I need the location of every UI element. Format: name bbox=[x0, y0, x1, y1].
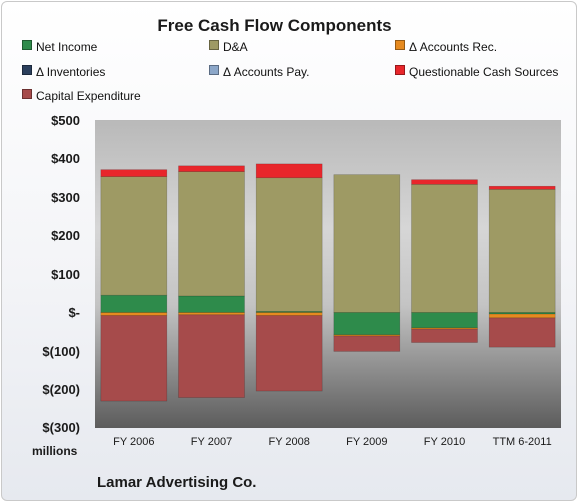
bar-segment bbox=[100, 315, 168, 402]
x-axis-labels: FY 2006 FY 2007 FY 2008 FY 2009 FY 2010 TTM 6… bbox=[113, 436, 552, 448]
bar-segment bbox=[178, 165, 245, 172]
bar-segment bbox=[100, 176, 168, 296]
legend-label: Δ Inventories bbox=[36, 65, 106, 79]
y-tick-label: $100 bbox=[51, 267, 80, 282]
legend-swatch bbox=[22, 89, 32, 99]
bar-segment bbox=[255, 315, 323, 392]
legend-item-questionable-cash: Questionable Cash Sources bbox=[395, 65, 558, 79]
legend-label: Capital Expenditure bbox=[36, 89, 141, 103]
legend-label: D&A bbox=[223, 40, 248, 54]
y-tick-label: $- bbox=[68, 305, 80, 320]
legend-item-accounts-rec: Δ Accounts Rec. bbox=[395, 40, 497, 54]
legend-label: Δ Accounts Pay. bbox=[223, 65, 310, 79]
bar-segment bbox=[488, 185, 556, 190]
y-tick-label: $500 bbox=[51, 113, 80, 128]
x-tick-label: TTM 6-2011 bbox=[493, 436, 552, 448]
legend-label: Questionable Cash Sources bbox=[409, 65, 559, 79]
bar-segment bbox=[100, 169, 168, 177]
legend-item-net-income: Net Income bbox=[22, 40, 97, 54]
bar-segment bbox=[255, 177, 323, 312]
bar-segment bbox=[255, 312, 323, 316]
bar-segment bbox=[333, 335, 401, 352]
bar-segment bbox=[333, 312, 401, 336]
legend-item-accounts-pay: Δ Accounts Pay. bbox=[209, 65, 310, 79]
legend-item-capex: Capital Expenditure bbox=[22, 89, 141, 103]
bar-segment bbox=[488, 317, 556, 348]
y-tick-label: $200 bbox=[51, 228, 80, 243]
legend-label: Δ Accounts Rec. bbox=[409, 40, 498, 54]
legend-swatch bbox=[22, 65, 32, 75]
legend-item-inventories: Δ Inventories bbox=[22, 65, 105, 79]
legend-swatch bbox=[22, 40, 32, 50]
x-tick-label: FY 2009 bbox=[346, 436, 387, 448]
x-tick-label: FY 2007 bbox=[191, 436, 232, 448]
bar-segment bbox=[100, 294, 168, 313]
company-name: Lamar Advertising Co. bbox=[97, 474, 257, 491]
legend-item-da: D&A bbox=[209, 40, 248, 54]
y-tick-label: $300 bbox=[51, 190, 80, 205]
legend-label: Net Income bbox=[36, 40, 98, 54]
bar-segment bbox=[411, 179, 478, 185]
bars-group bbox=[100, 163, 556, 402]
x-tick-label: FY 2008 bbox=[268, 436, 309, 448]
bar-segment bbox=[411, 183, 478, 313]
legend-swatch bbox=[209, 40, 219, 50]
plot-background bbox=[95, 120, 561, 428]
bar-segment bbox=[100, 312, 168, 316]
bar-segment bbox=[178, 295, 245, 313]
bar-segment bbox=[178, 171, 245, 297]
y-tick-label: $(300) bbox=[42, 420, 80, 435]
bar-segment bbox=[488, 189, 556, 313]
x-tick-label: FY 2010 bbox=[424, 436, 465, 448]
bar-segment bbox=[333, 174, 401, 313]
chart-title: Free Cash Flow Components bbox=[157, 16, 392, 35]
bar-segment bbox=[178, 314, 245, 398]
legend-swatch bbox=[209, 65, 219, 75]
units-label: millions bbox=[32, 444, 78, 458]
y-tick-label: $(100) bbox=[42, 344, 80, 359]
bar-segment bbox=[488, 313, 556, 319]
bar-segment bbox=[255, 163, 323, 179]
legend-swatch bbox=[395, 40, 405, 50]
y-tick-label: $(200) bbox=[42, 382, 80, 397]
x-tick-label: FY 2006 bbox=[113, 436, 154, 448]
bar-segment bbox=[411, 328, 478, 343]
y-tick-label: $400 bbox=[51, 151, 80, 166]
bar-segment bbox=[178, 312, 245, 316]
legend-swatch bbox=[395, 65, 405, 75]
bar-segment bbox=[411, 312, 478, 329]
